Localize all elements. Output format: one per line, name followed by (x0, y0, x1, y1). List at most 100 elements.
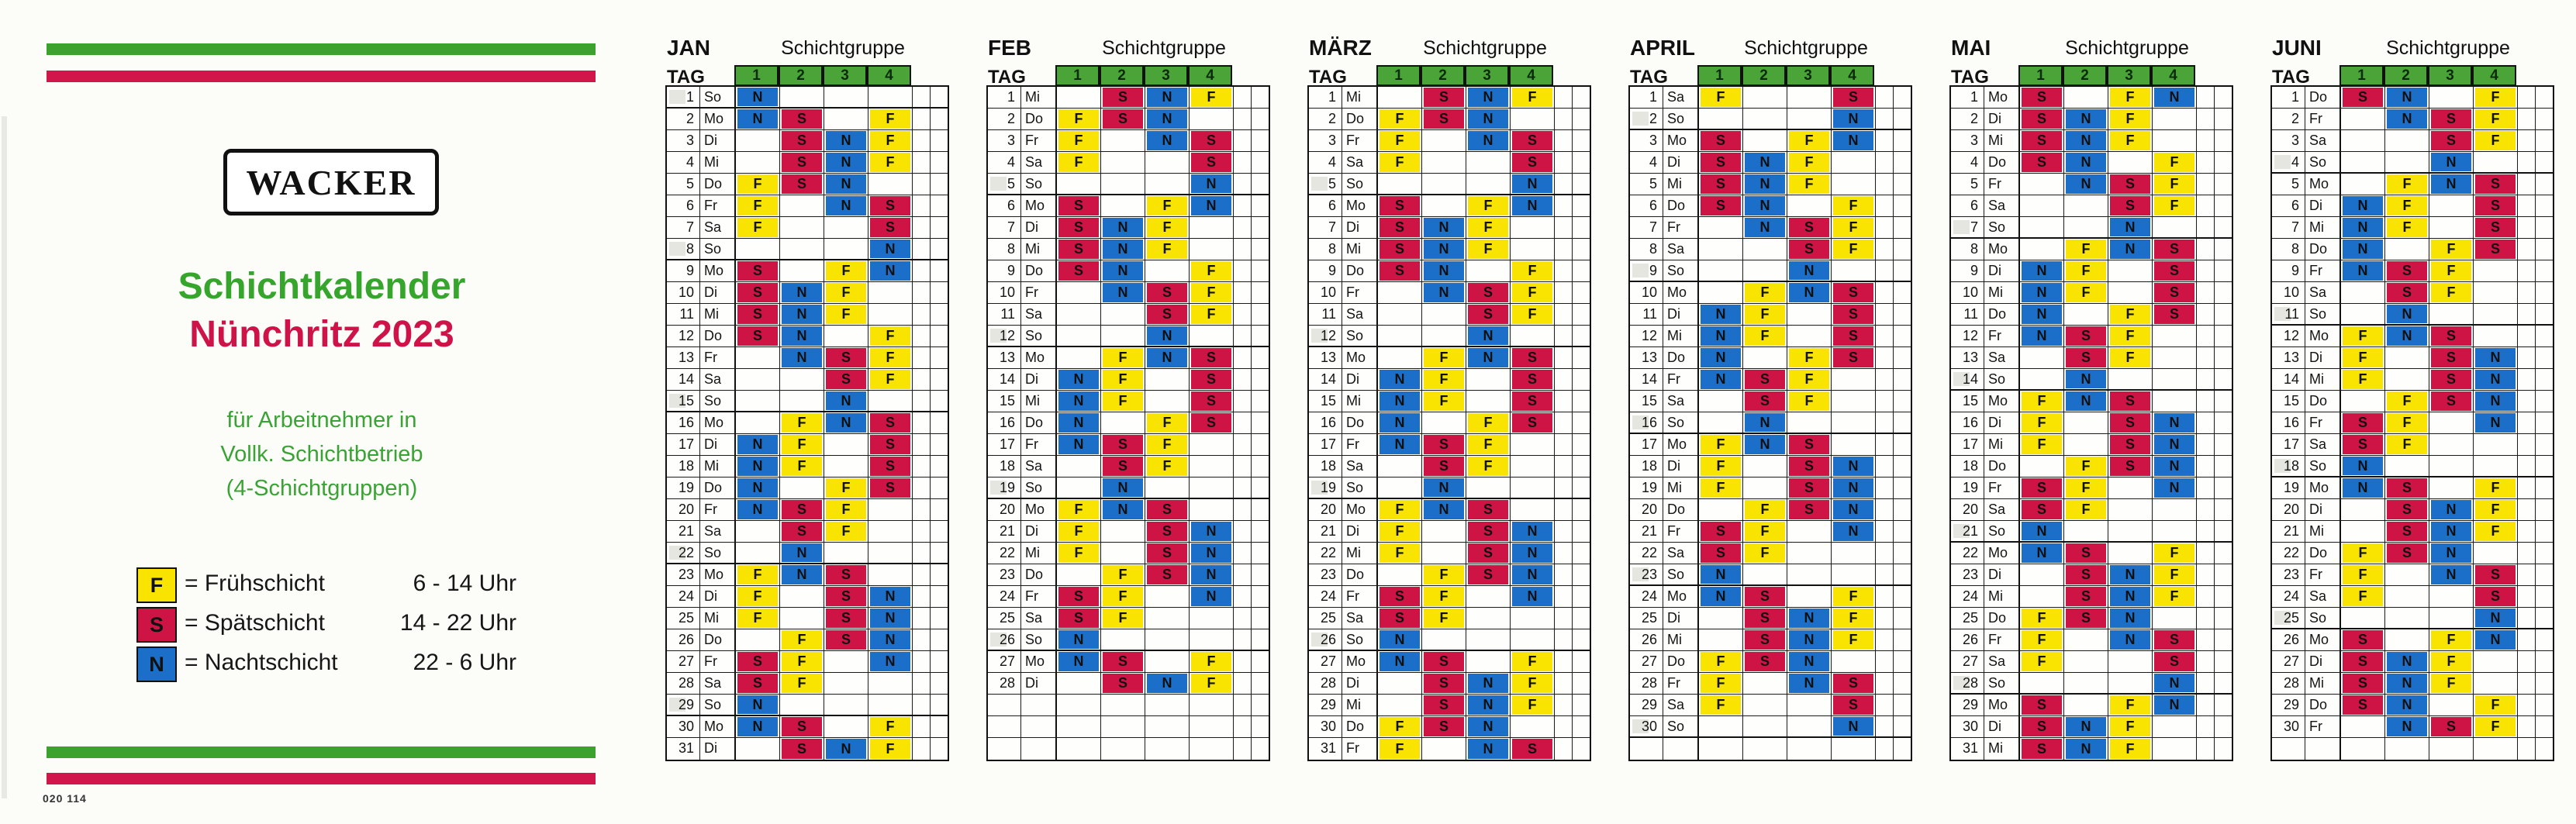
shift-chip-N: N (1147, 131, 1187, 150)
day-row-21: 21 Fr S F N (1630, 521, 1911, 543)
weekday-cell: Mi (1021, 543, 1057, 564)
weekday-cell: Mi (2305, 521, 2341, 542)
shift-cell-group-2 (2385, 152, 2429, 172)
shift-cell-group-3: S (1466, 282, 1511, 303)
day-row-18: 18 Mi N F S (667, 456, 948, 478)
spare-cell (1894, 716, 1909, 736)
shift-cell-group-2 (1743, 456, 1787, 477)
day-number-cell: 18 (1630, 456, 1663, 477)
shift-cell-group-2: F (2064, 260, 2108, 281)
day-number: 24 (1641, 588, 1657, 604)
shift-cell-group-1 (736, 629, 780, 650)
shift-chip-S: S (2110, 435, 2150, 454)
spare-cell (1252, 217, 1267, 238)
spare-cell (2536, 369, 2551, 390)
shift-chip-S: S (2022, 88, 2062, 107)
weekday-cell: Mo (1984, 391, 2020, 412)
day-number-cell: 24 (1630, 586, 1663, 607)
shift-chip-N: N (2431, 153, 2471, 171)
shift-cell-group-1 (736, 130, 780, 151)
shift-chip-N: N (1701, 587, 1741, 606)
shift-chip-S: S (2110, 413, 2150, 433)
day-row-15: 15 Mi N F S (1309, 391, 1590, 412)
day-row-19: 19 Fr S F N (1951, 478, 2232, 499)
spare-cell (913, 564, 931, 585)
spare-cell (1876, 412, 1894, 433)
shift-chip-N: N (1058, 391, 1099, 411)
shift-cell-group-1: S (1057, 260, 1101, 281)
shift-chip-N: N (2066, 391, 2106, 411)
day-row-20: 20 Mo F N S (988, 499, 1269, 521)
shift-cell-group-1: S (1699, 195, 1743, 216)
group-header-2: 2 (1742, 65, 1786, 86)
spare-cell (931, 673, 946, 694)
day-number-cell: 14 (667, 369, 700, 390)
spare-cell (1234, 174, 1252, 194)
shift-cell-group-4: N (2153, 673, 2197, 693)
day-number: 6 (1328, 198, 1336, 213)
day-row-10: 10 Fr N S F (1309, 282, 1590, 304)
shift-cell-group-4: N (1190, 174, 1234, 194)
shift-cell-group-1: S (2341, 412, 2385, 433)
shift-chip-N: N (1512, 543, 1552, 563)
spare-cell (1894, 499, 1909, 520)
shift-chip-N: N (826, 391, 866, 410)
weekday-cell: Mi (1984, 738, 2020, 760)
day-number-cell: 13 (1630, 347, 1663, 368)
shift-cell-group-2: S (1743, 651, 1787, 672)
spare-cell (1573, 369, 1588, 390)
shift-cell-group-2: S (2385, 521, 2429, 542)
day-number: 15 (1641, 393, 1657, 409)
spare-cell (2197, 369, 2215, 389)
shift-cell-group-4 (1832, 543, 1876, 564)
shift-cell-group-1: S (1057, 239, 1101, 260)
group-header-1: 1 (1376, 65, 1421, 86)
shift-cell-group-4: N (1190, 586, 1234, 607)
shift-chip-F: F (2431, 240, 2471, 259)
shift-chip-N: N (1789, 652, 1829, 671)
shift-cell-group-3: S (1466, 499, 1511, 520)
shift-cell-group-3 (1787, 738, 1832, 760)
shift-chip-N: N (2110, 587, 2150, 606)
day-number-cell: 17 (2272, 434, 2305, 455)
day-row-23: 23 Fr F N S (2272, 564, 2553, 586)
shift-chip-F: F (1701, 478, 1741, 498)
shift-chip-N: N (1468, 348, 1508, 367)
shift-cell-group-1 (1057, 347, 1101, 368)
shift-cell-group-1: N (736, 499, 780, 520)
shift-cell-group-4 (1190, 456, 1234, 477)
shift-chip-F: F (1745, 326, 1785, 346)
shift-cell-group-4 (2474, 282, 2518, 303)
shift-chip-F: F (1789, 370, 1829, 389)
shift-chip-S: S (2343, 630, 2383, 650)
day-row-21: 21 Di F S N (1309, 521, 1590, 543)
spare-cell (1234, 716, 1252, 737)
spare-cell (2536, 195, 2551, 216)
shift-chip-N: N (1191, 565, 1231, 584)
shift-chip-N: N (1147, 109, 1187, 129)
shift-cell-group-3: N (1145, 109, 1190, 129)
shift-chip-F: F (2022, 652, 2062, 671)
shift-cell-group-1: F (2020, 629, 2064, 650)
tag-column-header: TAG (1630, 67, 1668, 88)
weekday-cell: Do (700, 174, 736, 195)
spare-cell (1573, 673, 1588, 694)
shift-cell-group-3 (1145, 629, 1190, 650)
shift-cell-group-2 (1743, 239, 1787, 260)
weekday-cell: Do (2305, 239, 2341, 260)
shift-chip-N: N (1191, 522, 1231, 541)
day-row-11: 11 Do N F S (1951, 304, 2232, 326)
shift-chip-N: N (1512, 196, 1552, 215)
day-number-cell: 1 (988, 87, 1021, 108)
shift-cell-group-4 (1190, 499, 1234, 520)
spare-cell (2518, 564, 2536, 585)
shift-cell-group-2: F (1101, 608, 1145, 629)
spare-cell (1876, 152, 1894, 173)
shift-chip-F: F (2343, 348, 2383, 367)
day-number-cell: 14 (1309, 369, 1342, 390)
shift-cell-group-2 (780, 260, 824, 281)
day-row-27: 27 Mo N S F (1309, 651, 1590, 673)
spare-cell (1573, 326, 1588, 346)
shift-chip-F: F (826, 478, 866, 498)
day-number: 24 (1320, 588, 1336, 604)
